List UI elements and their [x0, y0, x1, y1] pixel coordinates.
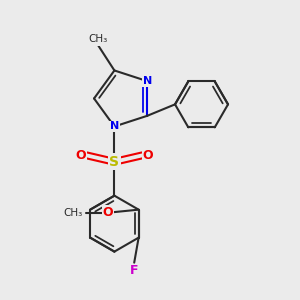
Text: N: N — [143, 76, 152, 86]
Text: F: F — [130, 264, 139, 277]
Text: CH₃: CH₃ — [88, 34, 108, 44]
Text: CH₃: CH₃ — [88, 35, 109, 45]
Text: O: O — [142, 149, 153, 162]
Text: N: N — [110, 122, 119, 131]
Text: S: S — [110, 155, 119, 169]
Text: CH₃: CH₃ — [63, 208, 83, 218]
Text: O: O — [102, 206, 113, 219]
Text: O: O — [76, 149, 86, 162]
